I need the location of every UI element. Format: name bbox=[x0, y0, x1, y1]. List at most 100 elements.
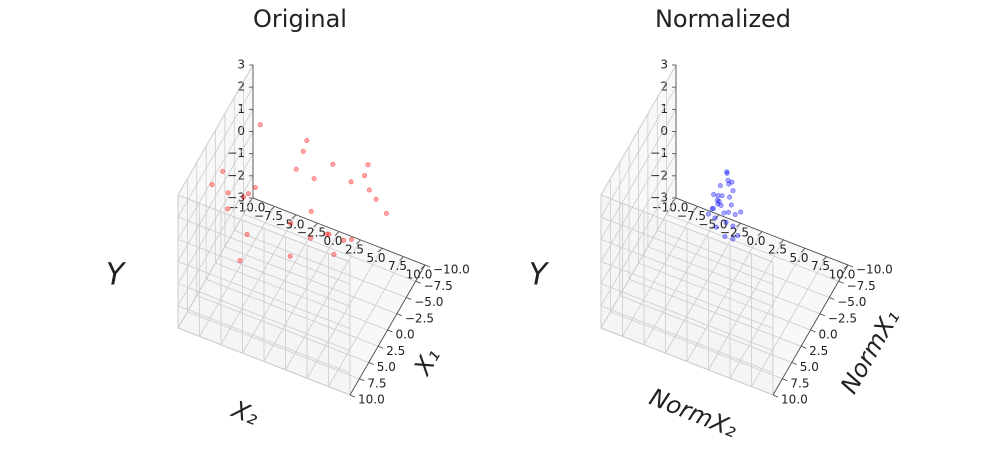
point bbox=[287, 253, 293, 259]
tick-mark bbox=[693, 206, 698, 211]
point bbox=[257, 122, 263, 128]
x-tick-label: 2.5 bbox=[768, 242, 787, 256]
point bbox=[713, 224, 719, 230]
point bbox=[738, 209, 744, 215]
point bbox=[237, 258, 243, 264]
point bbox=[365, 162, 371, 168]
point bbox=[308, 235, 314, 241]
tick-mark bbox=[377, 247, 383, 253]
z-tick-label: 2 bbox=[660, 80, 668, 94]
point bbox=[715, 193, 721, 199]
tick-mark bbox=[270, 206, 275, 211]
tick-mark bbox=[800, 247, 806, 253]
point bbox=[705, 211, 711, 217]
x-axis-label: X₂ bbox=[226, 394, 263, 431]
y-tick-label: 0.0 bbox=[819, 328, 838, 342]
grid-line bbox=[177, 153, 254, 284]
point bbox=[348, 179, 354, 185]
grid-line bbox=[657, 230, 830, 298]
grid-line bbox=[243, 213, 416, 282]
grid-line bbox=[610, 311, 783, 380]
grid-line bbox=[177, 131, 254, 262]
grid-line bbox=[187, 311, 360, 380]
tick-mark bbox=[377, 345, 384, 349]
z-tick-label: 1 bbox=[237, 102, 245, 116]
y-axis-label: X₁ bbox=[407, 343, 445, 381]
grid-line bbox=[600, 175, 677, 307]
grid-line bbox=[619, 295, 792, 363]
z-tick-label: 0 bbox=[660, 124, 668, 138]
y-tick-label: −2.5 bbox=[405, 311, 434, 325]
grid-line bbox=[600, 283, 774, 352]
z-tick-label: 3 bbox=[660, 58, 668, 72]
y-tick-label: −2.5 bbox=[828, 311, 857, 325]
z-tick-label: −2 bbox=[227, 168, 245, 182]
grid-line bbox=[177, 327, 351, 396]
axis-line bbox=[252, 197, 426, 266]
tick-mark bbox=[406, 297, 412, 300]
x-axis-label: NormX₂ bbox=[646, 383, 742, 444]
tick-mark bbox=[313, 222, 318, 228]
grid-line bbox=[600, 131, 677, 262]
z-tick-label: −3 bbox=[650, 191, 668, 205]
point bbox=[252, 184, 258, 190]
grid-line bbox=[177, 109, 254, 240]
tick-mark bbox=[829, 297, 835, 300]
point bbox=[712, 215, 718, 221]
x-tick-label: −2.5 bbox=[297, 226, 326, 240]
tick-mark bbox=[757, 231, 763, 236]
point bbox=[732, 212, 738, 218]
tick-mark bbox=[424, 264, 431, 268]
tick-mark bbox=[772, 394, 779, 398]
point bbox=[293, 166, 299, 172]
y-tick-label: −5.0 bbox=[414, 295, 443, 309]
tick-mark bbox=[736, 222, 741, 228]
tick-mark bbox=[359, 378, 365, 382]
point bbox=[724, 170, 730, 176]
grid-line bbox=[177, 261, 351, 329]
point bbox=[300, 148, 306, 154]
y-tick-label: −5.0 bbox=[837, 295, 866, 309]
point bbox=[373, 196, 379, 202]
z-tick-label: −2 bbox=[650, 168, 668, 182]
z-tick-label: 0 bbox=[237, 124, 245, 138]
point bbox=[244, 231, 250, 237]
grid-line bbox=[205, 278, 379, 347]
point bbox=[348, 236, 354, 242]
x-tick-label: −5.0 bbox=[698, 217, 727, 231]
point bbox=[225, 190, 231, 196]
grid-line bbox=[628, 278, 802, 347]
point bbox=[722, 234, 728, 240]
grid-line bbox=[647, 246, 821, 315]
grid-line bbox=[638, 262, 811, 331]
y-tick-label: −10.0 bbox=[433, 263, 470, 277]
x-tick-label: 7.5 bbox=[811, 259, 830, 273]
point bbox=[311, 176, 317, 182]
z-tick-label: 3 bbox=[237, 58, 245, 72]
tick-mark bbox=[838, 280, 844, 284]
tick-mark bbox=[399, 256, 404, 261]
point bbox=[241, 194, 247, 200]
point bbox=[726, 181, 732, 187]
y-tick-label: 7.5 bbox=[790, 376, 809, 390]
y-tick-label: 10.0 bbox=[358, 393, 385, 407]
y-tick-label: 5.0 bbox=[800, 360, 819, 374]
grid-line bbox=[600, 153, 677, 284]
tick-mark bbox=[810, 329, 816, 333]
y-tick-label: −7.5 bbox=[847, 279, 876, 293]
y-tick-label: 2.5 bbox=[809, 344, 828, 358]
point bbox=[383, 210, 389, 216]
x-tick-label: −5.0 bbox=[275, 217, 304, 231]
z-tick-label: 1 bbox=[660, 102, 668, 116]
tick-mark bbox=[415, 280, 421, 284]
point bbox=[717, 183, 723, 189]
axis-line bbox=[349, 264, 426, 396]
tick-mark bbox=[819, 313, 826, 317]
grid-line bbox=[600, 194, 774, 263]
axis-line bbox=[772, 264, 849, 396]
x-tick-label: 5.0 bbox=[789, 251, 808, 265]
z-tick-label: 2 bbox=[237, 80, 245, 94]
subplot: −10.0−7.5−5.0−2.50.02.55.07.510.0 −10.0−7… bbox=[106, 5, 470, 431]
grid-line bbox=[600, 305, 774, 374]
